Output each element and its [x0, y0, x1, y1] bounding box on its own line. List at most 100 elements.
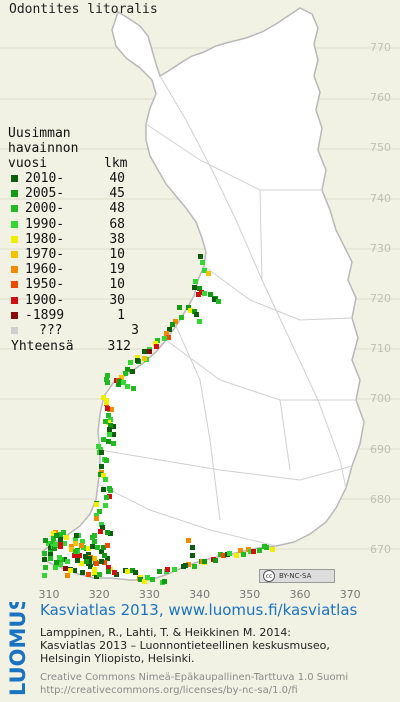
- sighting-square: [197, 286, 202, 291]
- sighting-square: [125, 569, 130, 574]
- sighting-square: [83, 554, 88, 559]
- sighting-square: [162, 579, 167, 584]
- sighting-square: [99, 549, 104, 554]
- sighting-square: [179, 315, 184, 320]
- sighting-square: [101, 545, 106, 550]
- legend-item-label: ???: [39, 322, 63, 338]
- sighting-square: [104, 495, 109, 500]
- sighting-square: [112, 570, 117, 575]
- legend-swatch: [11, 190, 18, 198]
- legend-swatch: [11, 251, 18, 259]
- sighting-square: [138, 577, 143, 582]
- y-tick-label: 740: [370, 191, 391, 205]
- sighting-square: [198, 254, 203, 259]
- sighting-square: [86, 552, 91, 557]
- sighting-square: [90, 544, 95, 549]
- legend-item-label: -1899: [25, 307, 65, 323]
- sighting-square: [61, 530, 66, 535]
- legend-item-count: 19: [109, 262, 125, 278]
- sighting-square: [73, 549, 78, 554]
- sighting-square: [121, 380, 126, 385]
- x-tick-label: 310: [38, 588, 60, 601]
- sighting-square: [103, 419, 108, 424]
- sighting-square: [99, 450, 104, 455]
- citation-line: Helsingin Yliopisto, Helsinki.: [40, 652, 195, 665]
- sighting-square: [106, 569, 111, 574]
- sighting-square: [221, 553, 226, 558]
- sighting-square: [197, 319, 202, 324]
- legend-item: ??? 3: [8, 323, 158, 338]
- sighting-square: [86, 546, 91, 551]
- sighting-square: [73, 541, 78, 546]
- legend-item-count: 10: [109, 247, 125, 263]
- citation-line: Lamppinen, R., Lahti, T. & Heikkinen M. …: [40, 626, 292, 639]
- sighting-square: [48, 556, 53, 561]
- sighting-square: [103, 503, 108, 508]
- legend-header-line: havainnon: [8, 141, 79, 156]
- legend-swatch: [11, 175, 18, 183]
- sighting-square: [62, 541, 67, 546]
- sighting-square: [192, 285, 197, 290]
- sighting-square: [165, 567, 170, 572]
- sighting-square: [80, 570, 85, 575]
- sighting-square: [42, 551, 47, 556]
- sighting-square: [167, 327, 172, 332]
- legend-swatch: [11, 205, 18, 213]
- sighting-square: [173, 319, 178, 324]
- sighting-square: [92, 539, 97, 544]
- sighting-square: [135, 355, 140, 360]
- sighting-square: [135, 358, 140, 363]
- sighting-square: [142, 349, 147, 354]
- sighting-square: [186, 538, 191, 543]
- sighting-square: [68, 568, 73, 573]
- y-tick-label: 670: [370, 543, 391, 556]
- sighting-square: [153, 341, 158, 346]
- kasviatlas-link[interactable]: Kasviatlas 2013, www.luomus.fi/kasviatla…: [40, 601, 358, 619]
- legend-total-label: Yhteensä: [11, 338, 74, 354]
- sighting-square: [109, 407, 114, 412]
- sighting-square: [54, 560, 59, 565]
- sighting-square: [108, 531, 113, 536]
- legend-header-row: vuosi lkm: [8, 156, 158, 171]
- sighting-square: [72, 568, 77, 573]
- legend-swatch: [11, 326, 18, 334]
- sighting-square: [248, 549, 253, 554]
- sighting-square: [154, 344, 159, 349]
- sighting-square: [43, 538, 48, 543]
- legend-swatch: [11, 296, 18, 304]
- sighting-squares: [42, 254, 275, 585]
- sighting-square: [194, 312, 199, 317]
- x-tick-label: 370: [339, 588, 361, 601]
- sighting-square: [58, 544, 63, 549]
- sighting-square: [104, 400, 109, 405]
- license-badge[interactable]: cc BY-NC-SA: [259, 569, 335, 583]
- sighting-square: [53, 565, 58, 570]
- sighting-square: [241, 552, 246, 557]
- sighting-square: [52, 546, 57, 551]
- sighting-square: [79, 543, 84, 548]
- sighting-square: [166, 335, 171, 340]
- sighting-square: [58, 532, 63, 537]
- license-url[interactable]: http://creativecommons.org/licenses/by-n…: [40, 685, 298, 696]
- legend-item: 1970- 10: [8, 247, 158, 262]
- sighting-square: [101, 437, 106, 442]
- legend-item-label: 1970-: [25, 247, 65, 263]
- sighting-square: [69, 544, 74, 549]
- legend-swatch: [11, 266, 18, 274]
- sighting-square: [84, 559, 89, 564]
- legend-item-label: 1990-: [25, 216, 65, 232]
- sighting-square: [58, 541, 63, 546]
- sighting-square: [99, 522, 104, 527]
- sighting-square: [94, 574, 99, 579]
- legend-item: 1980- 38: [8, 232, 158, 247]
- x-tick-label: 360: [289, 588, 311, 601]
- sighting-square: [105, 543, 110, 548]
- legend-item-label: 1900-: [25, 292, 65, 308]
- sighting-square: [100, 525, 105, 530]
- sighting-square: [62, 557, 67, 562]
- legend-header-line: vuosi: [8, 156, 48, 171]
- sighting-square: [80, 539, 85, 544]
- sighting-square: [50, 541, 55, 546]
- cc-icon: cc: [263, 570, 275, 582]
- sighting-square: [108, 417, 113, 422]
